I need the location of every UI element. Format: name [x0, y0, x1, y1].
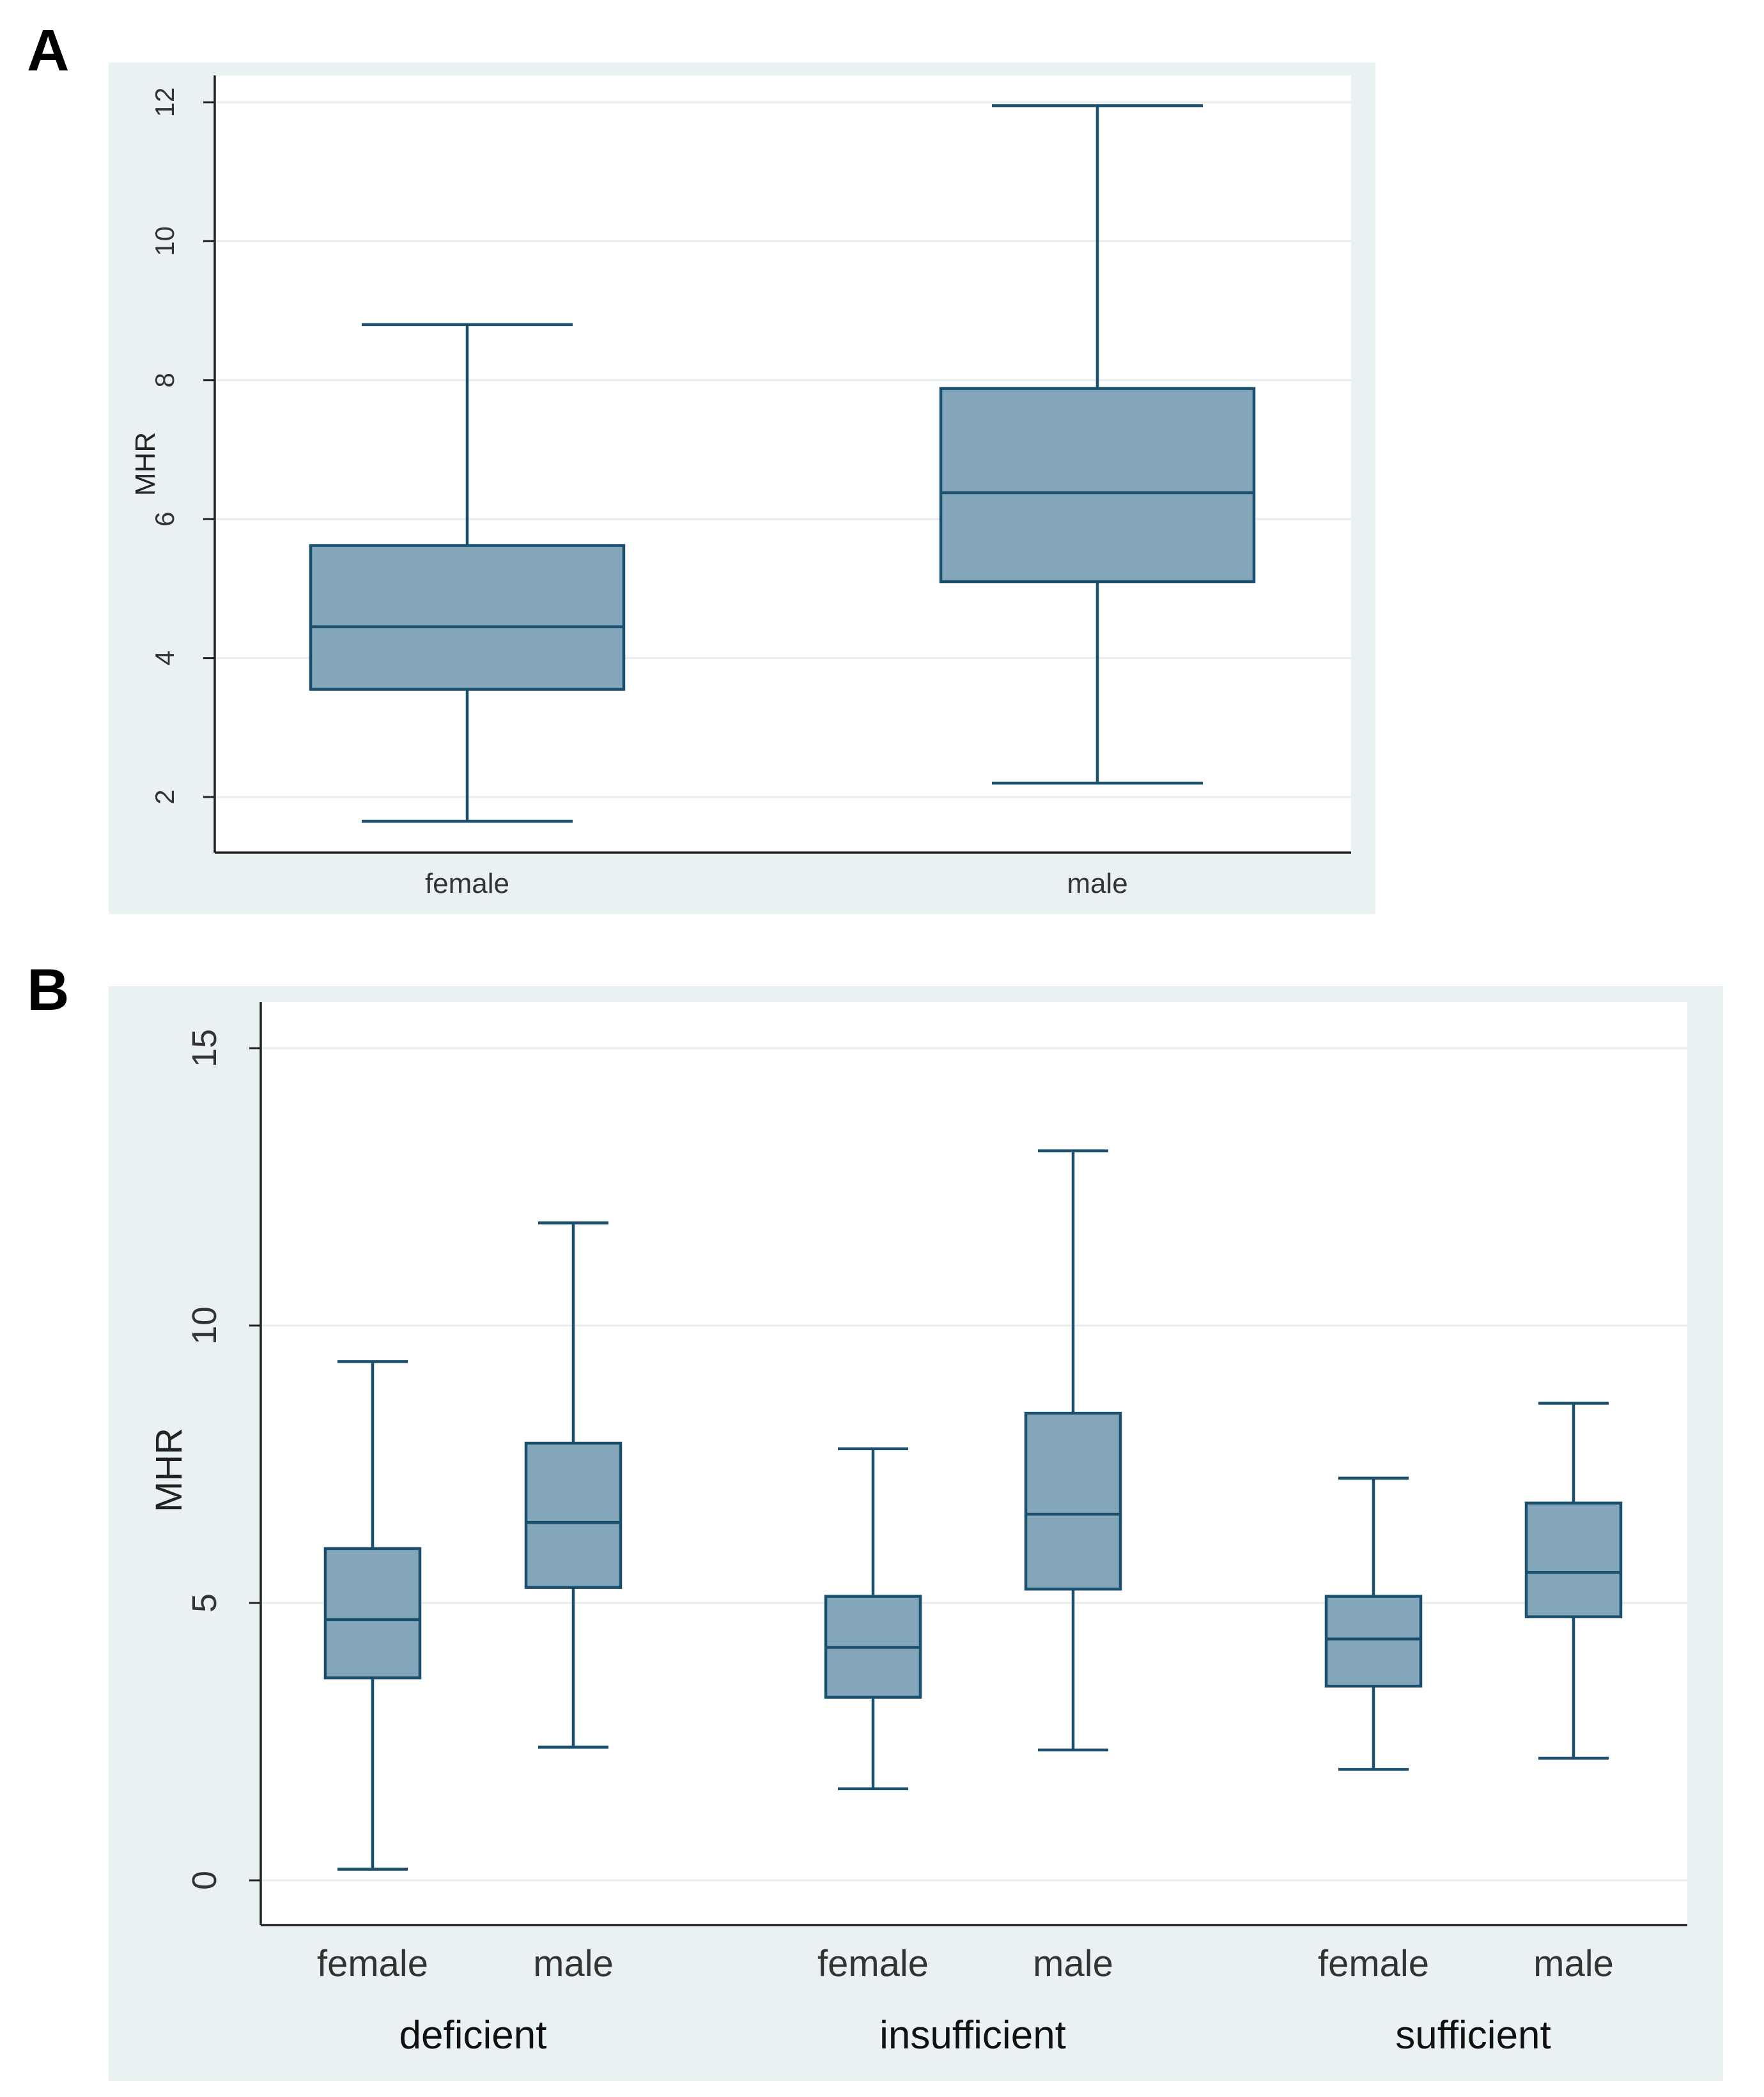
- panel-a-letter: A: [27, 18, 69, 83]
- panel-a-ytick-label-4: 4: [150, 651, 180, 665]
- panel-b-category-label-5: male: [1533, 1943, 1614, 1985]
- panel-a-ytick-label-8: 8: [150, 373, 180, 387]
- panel-b-box-sufficient-female: [1324, 1476, 1423, 1771]
- iqr-box: [1524, 1501, 1623, 1618]
- panel-b-chart: 0 5 10 15 female male female male female male: [185, 1002, 1687, 1985]
- panel-a-ytick-label-6: 6: [150, 512, 180, 527]
- iqr-box: [309, 544, 626, 691]
- iqr-box: [1024, 1411, 1122, 1591]
- panel-a-category-label-0: female: [425, 868, 509, 899]
- panel-b-y-axis-title: MHR: [148, 1428, 190, 1512]
- panel-b-box-deficient-male: [524, 1221, 623, 1749]
- panel-a-ytick-label-2: 2: [150, 789, 180, 804]
- group-label-insufficient: insufficient: [879, 2013, 1066, 2057]
- panel-b-box-sufficient-male: [1524, 1402, 1623, 1760]
- iqr-box: [1324, 1595, 1423, 1688]
- panel-b-category-label-4: female: [1318, 1943, 1429, 1985]
- panel-b-ytick-label-0: 0: [185, 1871, 224, 1890]
- panel-b-box-insufficient-male: [1024, 1149, 1122, 1752]
- panel-b-box-deficient-female: [323, 1360, 422, 1871]
- panel-b-ytick-label-5: 5: [185, 1593, 224, 1613]
- panel-a-box-male: [939, 104, 1256, 785]
- panel-a-category-label-1: male: [1067, 868, 1127, 899]
- panel-b-ytick-label-10: 10: [185, 1306, 224, 1345]
- panel-b-category-label-3: male: [1033, 1943, 1113, 1985]
- iqr-box: [524, 1441, 623, 1589]
- panel-b-box-insufficient-female: [824, 1447, 922, 1791]
- panel-a-ytick-label-10: 10: [150, 226, 180, 256]
- iqr-box: [323, 1547, 422, 1680]
- panel-b-category-label-2: female: [817, 1943, 929, 1985]
- panel-b-ytick-label-15: 15: [185, 1029, 224, 1067]
- panel-a-box-female: [309, 323, 626, 823]
- panel-b-category-label-0: female: [317, 1943, 428, 1985]
- group-label-sufficient: sufficient: [1395, 2013, 1551, 2057]
- group-label-deficient: deficient: [399, 2013, 547, 2057]
- panel-b-plot-area: [261, 1002, 1687, 1925]
- panel-b-category-label-1: male: [533, 1943, 614, 1985]
- iqr-box: [939, 387, 1256, 584]
- panel-b-letter: B: [27, 957, 69, 1023]
- panel-a-ytick-label-12: 12: [150, 88, 180, 118]
- panel-a-y-axis-title: MHR: [130, 432, 161, 496]
- panel-a-chart: 2 4 6 8 10 12 female male: [150, 75, 1351, 899]
